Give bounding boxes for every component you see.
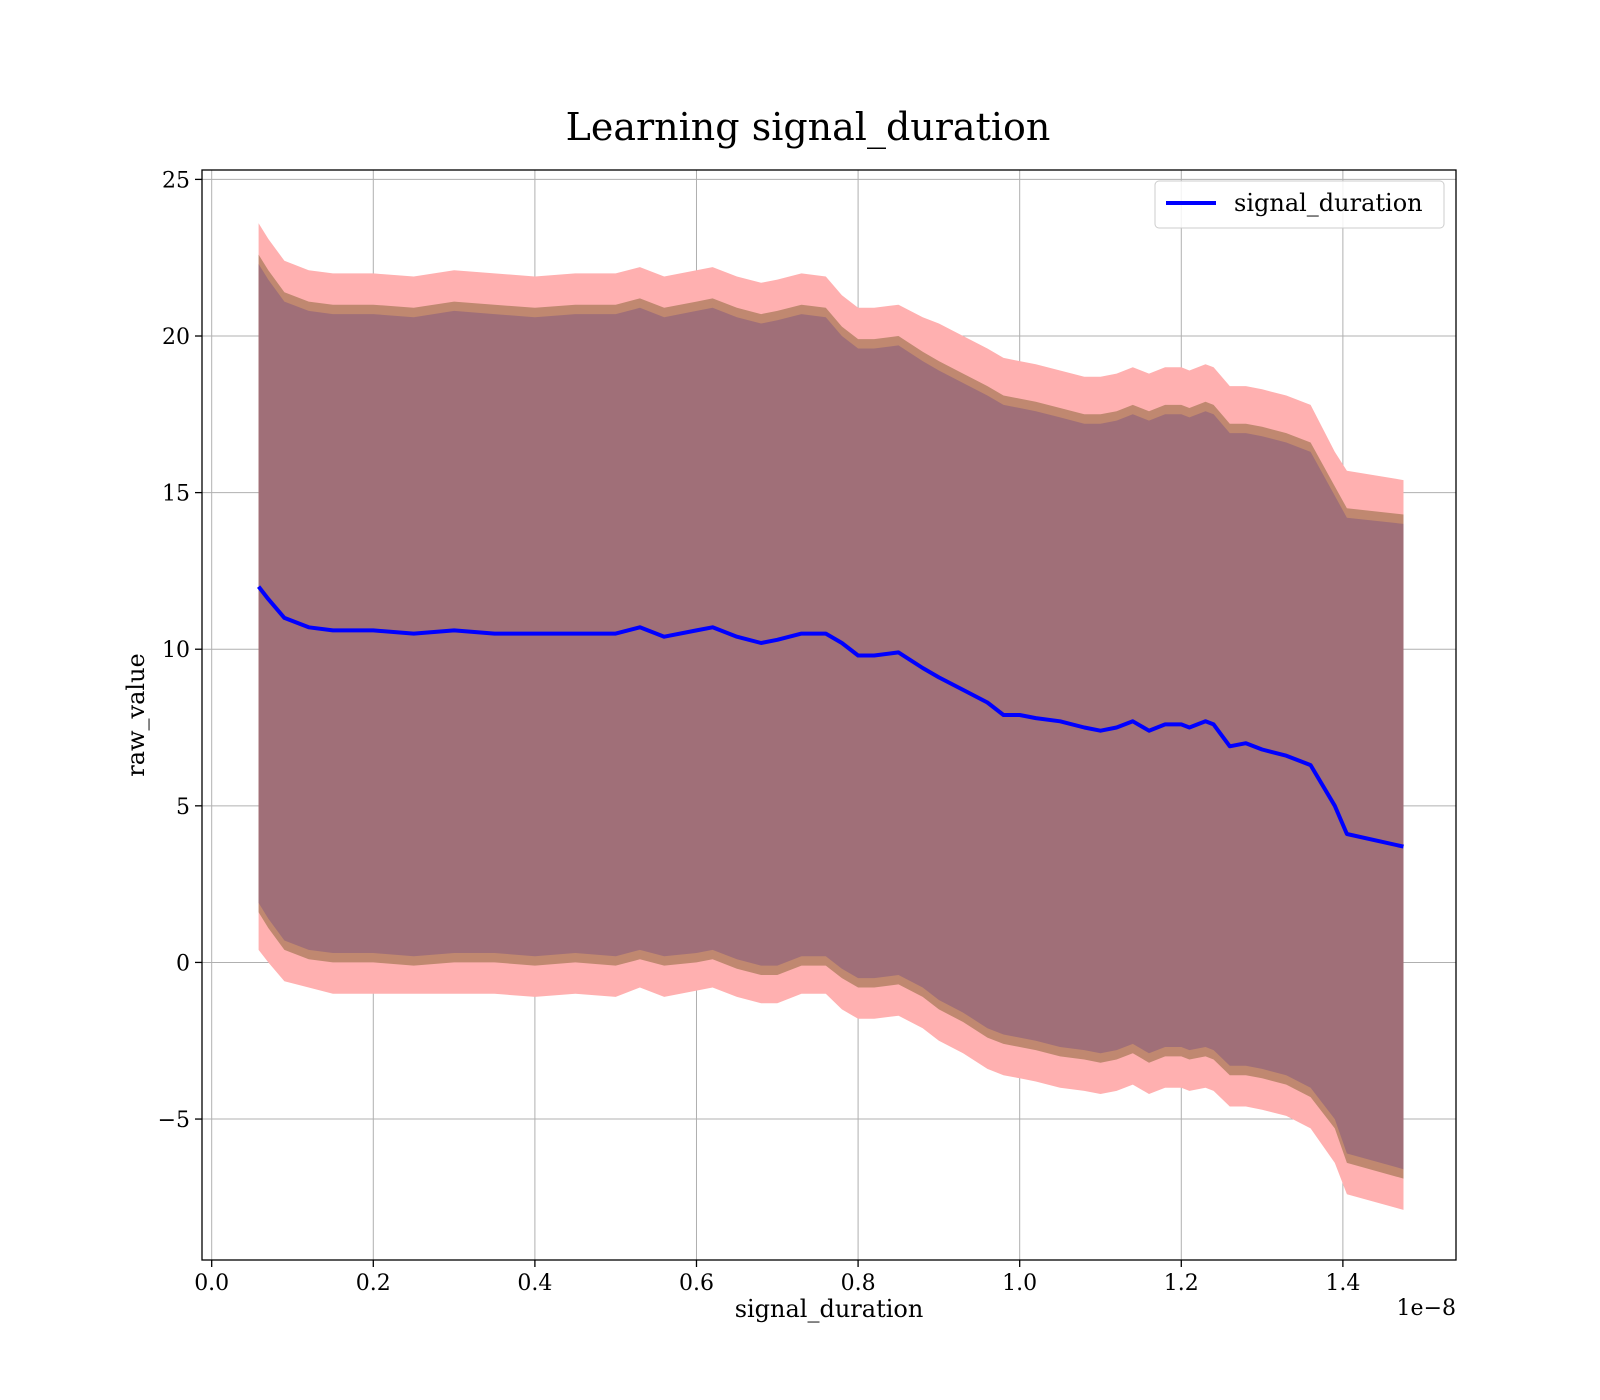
x-offset-label: 1e−8: [1397, 1296, 1456, 1321]
ticks-layer: 0.0 0.2 0.4 0.6 0.8 1.0 1.2 1.4 −5 0 5 10 15 20 25: [158, 168, 1361, 1296]
x-tick-label: 0.8: [841, 1271, 876, 1296]
x-tick-label: 1.2: [1164, 1271, 1199, 1296]
x-tick-label: 1.0: [1002, 1271, 1037, 1296]
bands-layer: [258, 223, 1404, 1210]
chart-title: Learning signal_duration: [566, 105, 1051, 150]
y-tick-label: 25: [162, 168, 190, 193]
y-tick-label: 10: [162, 638, 190, 663]
x-axis-label: signal_duration: [735, 1295, 924, 1323]
legend-label-signal-duration: signal_duration: [1234, 189, 1423, 217]
series-line-signal-duration: [257, 585, 1404, 849]
plot-frame: [201, 169, 1457, 1261]
y-axis-label: raw_value: [122, 653, 150, 777]
x-tick-label: 0.2: [356, 1271, 391, 1296]
y-tick-label: −5: [158, 1108, 190, 1133]
legend: signal_duration: [1154, 180, 1445, 229]
x-tick-label: 0.4: [517, 1271, 552, 1296]
x-tick-label: 1.4: [1325, 1271, 1360, 1296]
y-tick-label: 0: [176, 951, 190, 976]
legend-box: [1154, 180, 1445, 229]
y-tick-label: 15: [162, 482, 190, 507]
y-tick-label: 5: [176, 795, 190, 820]
line-layer: [257, 585, 1404, 849]
x-tick-label: 0.6: [679, 1271, 714, 1296]
y-tick-label: 20: [162, 325, 190, 350]
confidence-band-inner: [258, 264, 1404, 1170]
x-tick-label: 0.0: [194, 1271, 229, 1296]
